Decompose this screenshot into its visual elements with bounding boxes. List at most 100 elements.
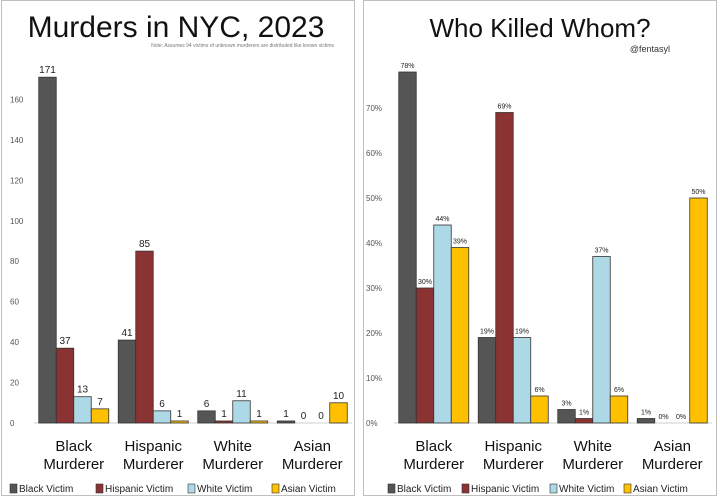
data-label: 37% (594, 248, 608, 255)
chart-title: Who Killed Whom? (429, 13, 650, 43)
data-label: 6% (534, 387, 544, 394)
data-label: 0% (676, 414, 686, 421)
y-tick-label: 0% (366, 419, 378, 428)
legend-swatch-white-victim (549, 483, 558, 494)
legend-label-asian-victim: Asian Victim (281, 484, 336, 495)
legend-swatch-asian-victim (623, 483, 632, 494)
chart-title: Murders in NYC, 2023 (28, 11, 325, 44)
bar-asian-victim (450, 247, 470, 424)
legend-label-black-victim: Black Victim (397, 484, 451, 495)
bar-asian-victim (249, 420, 269, 424)
data-label: 1 (221, 409, 227, 420)
category-label-line2: Murderer (642, 456, 703, 473)
y-tick-label: 30% (366, 284, 382, 293)
chart-note: Note: Assumes 94 victims of unknown murd… (151, 43, 334, 49)
y-tick-label: 0 (10, 419, 15, 428)
bar-hispanic-victim (214, 420, 234, 424)
y-tick-label: 100 (10, 217, 24, 226)
data-label: 0 (318, 411, 324, 422)
data-label: 7 (97, 397, 103, 408)
data-label: 1% (641, 410, 651, 417)
category-label-line2: Murderer (483, 456, 544, 473)
category-label-line1: Asian (293, 438, 331, 455)
bar-asian-victim (689, 197, 708, 424)
data-label: 85 (139, 239, 151, 250)
bar-asian-victim (530, 395, 549, 424)
chart-panel-who-killed-whom: Who Killed Whom? @fentasyl 0% 10% 20% 30% 40% 5… (363, 0, 717, 496)
data-label: 13 (77, 385, 89, 396)
data-label: 11 (236, 389, 247, 400)
legend-label-white-victim: White Victim (197, 484, 252, 495)
y-tick-label: 40% (366, 239, 382, 248)
data-label: 69% (497, 104, 511, 111)
category-label-line2: Murderer (123, 456, 184, 473)
category-label-line1: Hispanic (124, 438, 182, 455)
y-tick-label: 60% (366, 149, 382, 158)
legend-label-black-victim: Black Victim (19, 484, 73, 495)
bar-white-victim (232, 400, 251, 424)
data-label: 6 (204, 399, 210, 410)
data-label: 41 (121, 328, 133, 339)
data-label: 0% (658, 414, 668, 421)
y-tick-label: 10% (366, 374, 382, 383)
legend-swatch-asian-victim (271, 483, 280, 494)
data-label: 78% (400, 63, 414, 70)
bar-black-victim (197, 410, 216, 424)
bar-hispanic-victim (55, 347, 75, 424)
y-tick-label: 40 (10, 338, 19, 347)
category-label-line2: Murderer (43, 456, 104, 473)
bar-black-victim (38, 76, 57, 424)
data-label: 1 (177, 409, 183, 420)
data-label: 19% (515, 329, 529, 336)
y-tick-label: 140 (10, 136, 24, 145)
legend-swatch-hispanic-victim (95, 483, 104, 494)
bar-hispanic-victim (495, 112, 514, 424)
legend-label-hispanic-victim: Hispanic Victim (471, 484, 539, 495)
category-label-line2: Murderer (282, 456, 343, 473)
bar-asian-victim (609, 395, 629, 424)
chart-credit: @fentasyl (630, 44, 670, 54)
bar-asian-victim (90, 408, 110, 424)
bar-asian-victim (329, 402, 348, 424)
data-label: 0 (301, 411, 307, 422)
data-label: 1% (579, 410, 589, 417)
legend-swatch-hispanic-victim (461, 483, 470, 494)
y-tick-label: 120 (10, 176, 24, 185)
legend-swatch-black-victim (387, 483, 396, 494)
bar-hispanic-victim (574, 418, 594, 424)
data-label: 3% (561, 401, 571, 408)
data-label: 39% (453, 239, 467, 246)
data-label: 171 (39, 65, 56, 76)
bar-hispanic-victim (415, 287, 435, 424)
data-label: 1 (256, 409, 262, 420)
category-label-line1: White (574, 438, 612, 455)
bar-black-victim (636, 418, 656, 424)
category-label-line2: Murderer (403, 456, 464, 473)
bar-white-victim (592, 256, 611, 424)
data-label: 44% (435, 216, 449, 223)
data-label: 6 (159, 399, 165, 410)
bar-black-victim (557, 409, 576, 424)
category-label-line1: Asian (653, 438, 691, 455)
bar-hispanic-victim (135, 250, 154, 424)
data-label: 1 (283, 409, 289, 420)
category-label-line1: White (214, 438, 252, 455)
data-label: 19% (480, 329, 494, 336)
bar-asian-victim (170, 420, 189, 424)
legend-swatch-black-victim (9, 483, 18, 494)
bar-white-victim (152, 410, 172, 424)
data-label: 37 (59, 336, 71, 347)
bar-white-victim (73, 396, 92, 424)
data-label: 10 (333, 391, 345, 402)
bar-white-victim (433, 224, 452, 424)
bar-black-victim (276, 420, 296, 424)
data-label: 30% (418, 279, 432, 286)
y-tick-label: 20 (10, 379, 19, 388)
data-label: 50% (691, 189, 705, 196)
data-label: 6% (614, 387, 624, 394)
legend-label-hispanic-victim: Hispanic Victim (105, 484, 173, 495)
y-tick-label: 50% (366, 194, 382, 203)
category-label-line1: Black (415, 438, 452, 455)
legend-label-white-victim: White Victim (559, 484, 614, 495)
